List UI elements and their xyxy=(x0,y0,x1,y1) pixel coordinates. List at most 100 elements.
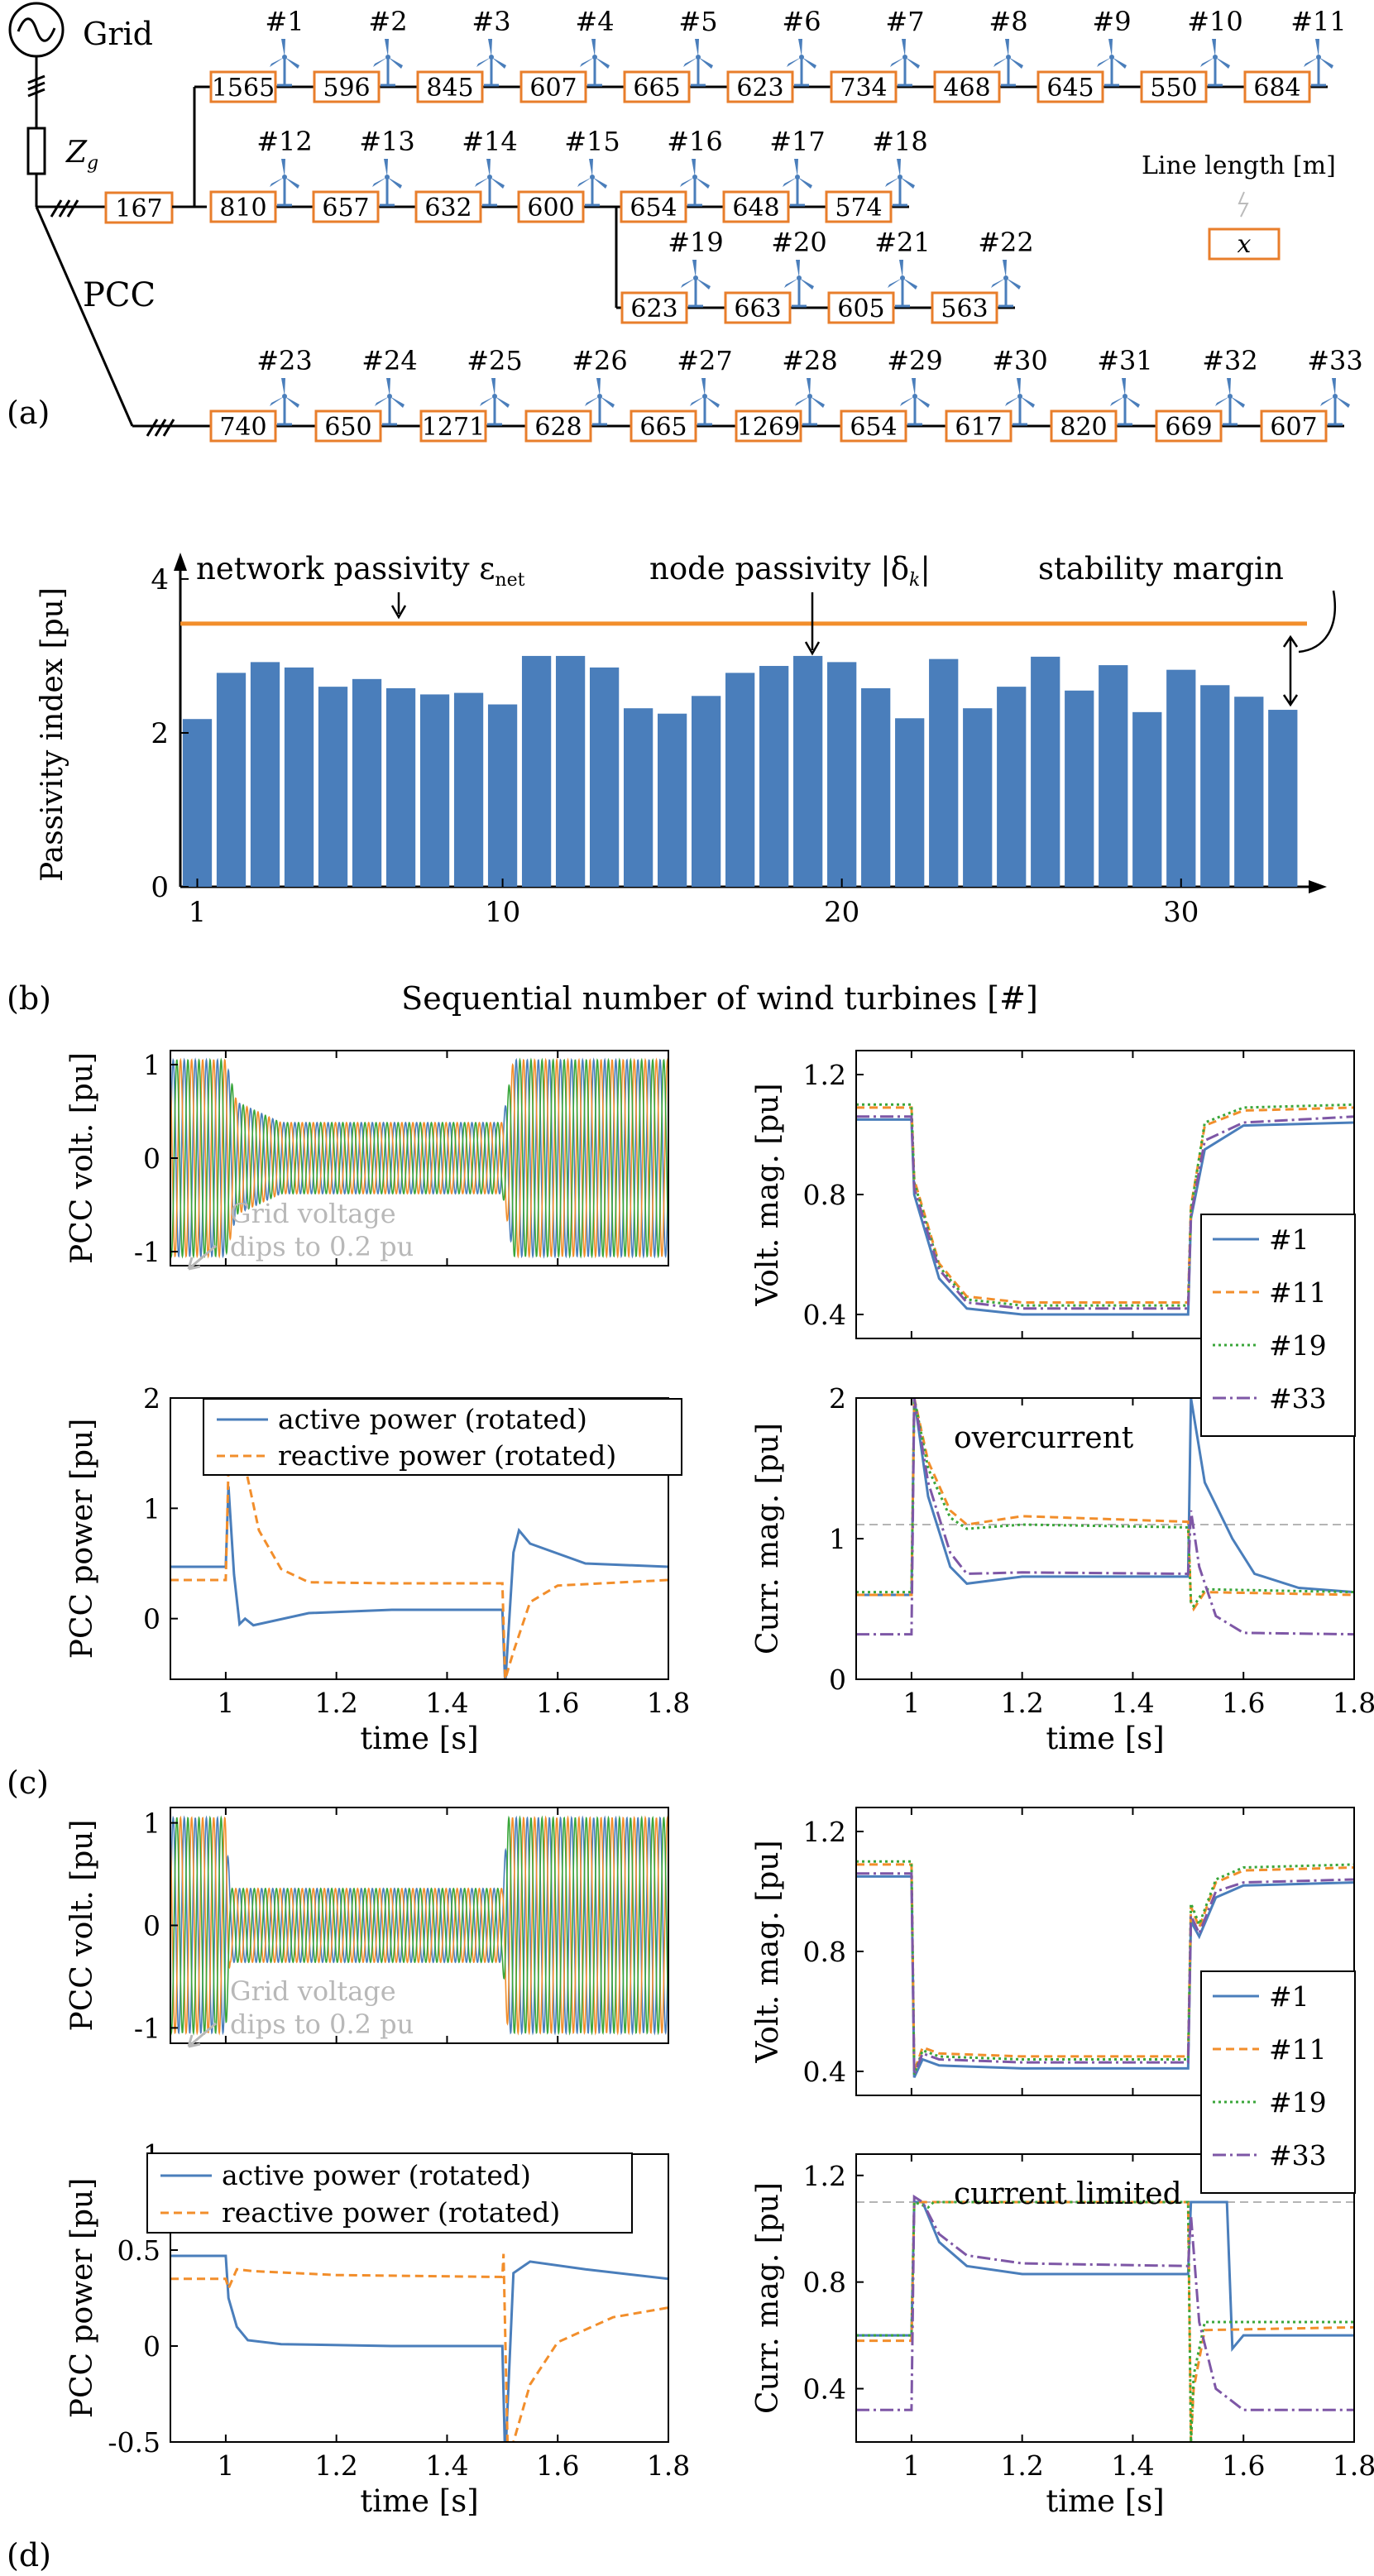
dip-annotation-line1: Grid voltage xyxy=(230,1198,396,1229)
dip-annotation-line2: dips to 0.2 pu xyxy=(230,1231,414,1262)
series-purple xyxy=(856,1398,1354,1636)
x-tick-label: 1.6 xyxy=(1222,2449,1265,2482)
lightning-icon xyxy=(1238,191,1249,218)
plot-area xyxy=(170,1057,668,1259)
x-tick-label: 30 xyxy=(1163,896,1199,929)
series-purple xyxy=(856,1115,1354,1310)
plot-area xyxy=(856,1398,1354,1636)
line-length-box xyxy=(1140,70,1208,103)
legend-label-1: #1 xyxy=(1269,1980,1309,2013)
plot-area xyxy=(856,2194,1354,2442)
line-length-box xyxy=(517,190,585,223)
turbine-label: #6 xyxy=(782,6,821,37)
bar-turbine-16 xyxy=(692,696,721,887)
bar-turbine-14 xyxy=(623,708,653,887)
legend-label-33: #33 xyxy=(1269,1382,1327,1415)
line-length-box xyxy=(524,409,592,443)
line-length-box xyxy=(416,70,484,103)
plot-c-power: 1 1.2 1.4 1.6 1.8 time [s] 2 1 0 PCC power [pu] xyxy=(65,1382,690,1756)
bar-turbine-23 xyxy=(929,658,959,887)
zg-label: Zg xyxy=(65,136,98,174)
current-annotation: overcurrent xyxy=(954,1421,1134,1455)
line-length-value: 623 xyxy=(736,74,783,103)
legend-label-reactive: reactive power (rotated) xyxy=(222,2196,560,2229)
x-tick-label: 1 xyxy=(217,1687,234,1719)
line-length-box xyxy=(726,70,794,103)
bar-turbine-22 xyxy=(895,718,925,887)
turbine-label: #32 xyxy=(1202,345,1258,376)
panel-label-b: (b) xyxy=(7,980,51,1017)
y-tick-label: 0.4 xyxy=(803,2373,846,2406)
series-green xyxy=(856,1398,1354,1609)
voltage-phase-1 xyxy=(170,1057,668,1259)
legend-box xyxy=(1200,1214,1356,1437)
panel-label-c: (c) xyxy=(7,1764,49,1801)
network-passivity-annotation: network passivity εnet xyxy=(196,551,525,591)
x-tick-label: 1.8 xyxy=(1333,2449,1374,2482)
panel-label-d: (d) xyxy=(7,2537,51,2574)
turbine-label: #1 xyxy=(265,6,304,37)
line-length-value: 740 xyxy=(219,413,266,442)
plot-area xyxy=(170,1398,668,1679)
turbine-label: #2 xyxy=(368,6,407,37)
x-tick-label: 20 xyxy=(824,896,859,929)
y-tick-label: -0.5 xyxy=(108,2426,160,2459)
x-tick-label: 1.8 xyxy=(1333,1687,1374,1719)
y-tick-label: 0 xyxy=(151,871,169,904)
bar-turbine-4 xyxy=(284,667,314,887)
y-tick-label: 0 xyxy=(143,1910,160,1942)
line-length-box xyxy=(933,70,1001,103)
line-length-value: 468 xyxy=(943,74,990,103)
pcc-hatch-icon xyxy=(50,199,79,218)
y-tick-label: 2 xyxy=(829,1382,846,1415)
bar-chart-ylabel: Passivity index [pu] xyxy=(36,587,69,882)
y-tick-label: 0.4 xyxy=(803,2056,846,2088)
voltage-phase-2 xyxy=(170,1057,668,1259)
feeder-hatch-icon xyxy=(146,419,175,437)
line-length-box xyxy=(825,190,893,223)
x-axis-label: time [s] xyxy=(1046,2483,1164,2519)
y-axis-label: PCC volt. [pu] xyxy=(65,1052,99,1264)
bar-turbine-15 xyxy=(657,713,687,887)
line-length-value: 563 xyxy=(941,294,988,323)
voltage-phase-1 xyxy=(170,1815,668,2036)
line-length-box xyxy=(830,70,898,103)
series-blue xyxy=(856,1398,1354,1597)
legend-label-19: #19 xyxy=(1269,2086,1327,2119)
line-length-box xyxy=(209,409,277,443)
line-length-box xyxy=(314,409,382,443)
pcc-label: PCC xyxy=(83,276,156,314)
x-axis-arrow-icon xyxy=(1309,880,1327,893)
x-axis-label: time [s] xyxy=(1046,1721,1164,1756)
line-length-box xyxy=(931,291,998,324)
legend-label-active: active power (rotated) xyxy=(222,2159,531,2191)
line-length-value: 657 xyxy=(322,194,369,223)
line-length-value: 607 xyxy=(1270,413,1317,442)
bar-turbine-28 xyxy=(1099,665,1128,887)
turbine-label: #27 xyxy=(677,345,733,376)
grid-impedance xyxy=(26,127,46,175)
x-axis-label: time [s] xyxy=(360,2483,478,2519)
y-tick-label: 0.8 xyxy=(803,1936,846,1968)
line-length-box xyxy=(840,409,907,443)
current-annotation: current limited xyxy=(954,2177,1182,2211)
transformer-hatch-icon xyxy=(27,74,45,98)
turbine-label: #12 xyxy=(256,126,313,157)
line-length-box xyxy=(620,291,688,324)
bar-turbine-17 xyxy=(725,673,755,887)
node-passivity-arrow xyxy=(804,592,821,656)
legend-label-reactive: reactive power (rotated) xyxy=(278,1439,616,1472)
stability-margin-arrow xyxy=(1282,634,1299,707)
plot-c-vmag: 1.2 0.8 0.4 Volt. mag. [pu] xyxy=(751,1050,1355,1339)
x-tick-label: 1.4 xyxy=(1111,1687,1154,1719)
x-tick-label: 10 xyxy=(485,896,520,929)
y-tick-label: 1 xyxy=(143,1049,160,1081)
line-length-box xyxy=(722,190,790,223)
plot-area xyxy=(170,1815,668,2036)
series-orange xyxy=(170,2253,668,2442)
x-tick-label: 1.4 xyxy=(425,2449,468,2482)
series-blue xyxy=(856,2200,1354,2353)
turbine-label: #24 xyxy=(361,345,418,376)
